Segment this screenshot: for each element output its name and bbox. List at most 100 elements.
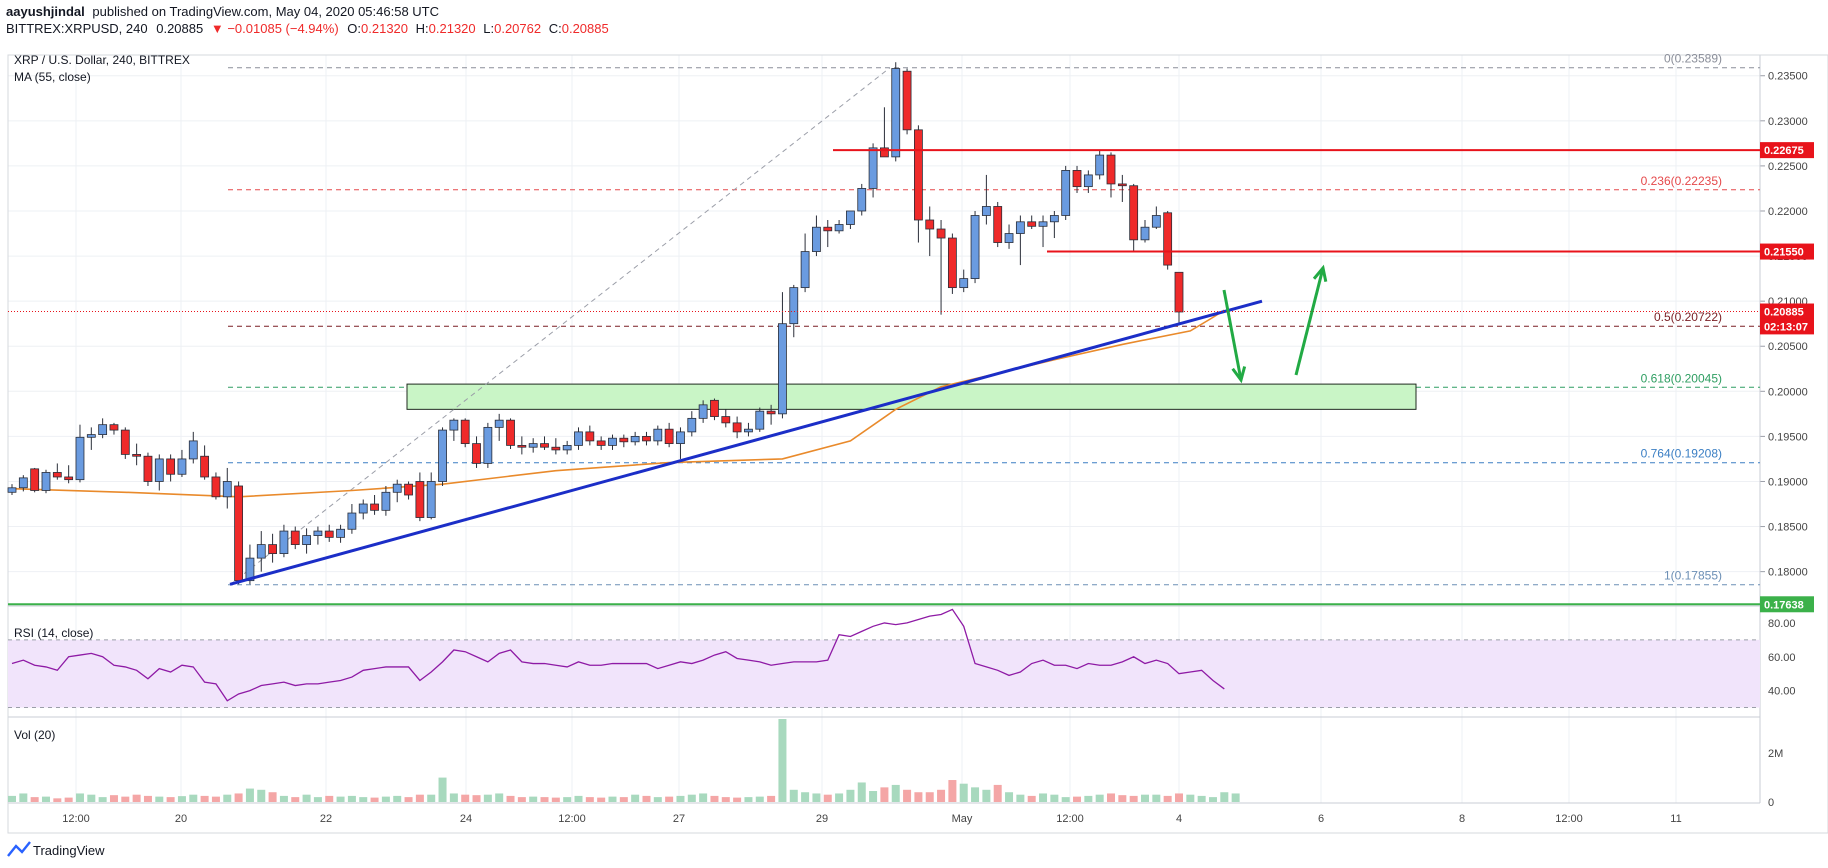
volume-bar [993, 784, 1002, 802]
volume-bar [98, 797, 107, 802]
ma55-line [11, 309, 1225, 498]
volume-bar [959, 783, 968, 802]
candle [313, 526, 323, 545]
volume-bar [132, 794, 141, 802]
candle-body [132, 454, 142, 457]
volume-bar [665, 796, 674, 802]
candle [392, 479, 402, 503]
price-tag-text: 0.17638 [1764, 599, 1804, 611]
time-axis-label: 4 [1176, 813, 1182, 825]
candle-body [7, 487, 17, 493]
volume-bar [336, 796, 345, 802]
candle [404, 481, 413, 500]
volume-bar [325, 795, 334, 802]
open-value: 0.21320 [361, 21, 408, 36]
volume-bar [801, 792, 810, 802]
candle [1049, 210, 1059, 239]
vol-legend[interactable]: Vol (20) [14, 728, 55, 742]
author-name[interactable]: aayushjindal [6, 4, 85, 19]
candle [52, 463, 62, 480]
candle-body [313, 530, 323, 536]
candle [1027, 215, 1037, 230]
candle-body [381, 491, 391, 511]
time-axis-label: 6 [1318, 813, 1324, 825]
candle-body [959, 278, 969, 289]
volume-bar [415, 794, 424, 802]
rsi-line [11, 608, 1225, 702]
candle [426, 472, 436, 520]
volume-bar [211, 796, 220, 802]
candle-body [1151, 215, 1161, 228]
volume-bar [381, 796, 390, 802]
low-value: 0.20762 [494, 21, 541, 36]
volume-bar [982, 789, 991, 802]
volume-bar [438, 777, 447, 802]
candle [823, 220, 833, 248]
time-axis-label: 27 [673, 813, 685, 825]
time-axis-label: 22 [320, 813, 332, 825]
open-label: O: [347, 21, 361, 36]
volume-bar [155, 796, 164, 802]
tradingview-logo[interactable]: TradingView [7, 841, 105, 858]
candle-body [449, 419, 459, 431]
volume-bar [200, 795, 209, 802]
price-tag-box [1760, 303, 1814, 320]
candle [947, 233, 957, 294]
candle-body [562, 445, 572, 451]
candle-body [245, 557, 255, 582]
price-tag-box [1760, 142, 1814, 159]
candle [222, 467, 232, 509]
candle [778, 292, 787, 419]
candle-body [868, 147, 878, 189]
volume-bar [710, 795, 719, 802]
time-axis-label: 11 [1670, 813, 1681, 825]
volume-bar [143, 795, 152, 802]
candle-body [846, 210, 855, 225]
volume-bar [914, 792, 923, 802]
candle [959, 269, 969, 293]
candle [483, 422, 493, 468]
candle-body [98, 424, 108, 435]
candle [800, 233, 810, 293]
volume-bar [257, 789, 266, 802]
candle [1072, 165, 1082, 193]
low-label: L: [483, 21, 494, 36]
candle-body [1038, 221, 1048, 227]
rsi-legend[interactable]: RSI (14, close) [14, 626, 93, 640]
candle-body [653, 428, 663, 442]
price-tag-text: 0.20885 [1764, 307, 1804, 319]
volume-bar [529, 796, 538, 802]
volume-bar [846, 789, 855, 802]
price-tag-text: 02:13:07 [1764, 321, 1808, 333]
volume-bar [1016, 794, 1025, 802]
ma-legend[interactable]: MA (55, close) [14, 70, 91, 84]
volume-bar [789, 789, 798, 802]
candle-body [596, 440, 606, 446]
volume-bar [87, 794, 96, 802]
candle [834, 220, 844, 234]
volume-bar [245, 788, 254, 802]
volume-bar [427, 794, 436, 802]
volume-bar [404, 797, 413, 802]
candle-body [1129, 185, 1139, 241]
volume-bar [1084, 795, 1093, 802]
volume-bar [699, 793, 708, 802]
forecast-arrows [1222, 264, 1328, 384]
candle-body [1015, 221, 1025, 234]
volume-bar [767, 795, 776, 802]
candle-body [834, 224, 844, 232]
candle [732, 416, 742, 439]
candle [1083, 170, 1093, 193]
candle [653, 425, 663, 446]
chart-title-legend[interactable]: XRP / U.S. Dollar, 240, BITTREX [14, 53, 190, 67]
candle [347, 504, 357, 534]
high-value: 0.21320 [429, 21, 476, 36]
candle-body [30, 468, 40, 491]
rsi-band [8, 639, 1760, 708]
candle [993, 201, 1003, 248]
candle-body [324, 530, 334, 538]
volume-bar [971, 787, 980, 802]
up-arrow-head [1312, 264, 1328, 283]
volume-bar [472, 795, 481, 802]
fib-level-label: 0.618(0.20045) [1641, 371, 1722, 385]
